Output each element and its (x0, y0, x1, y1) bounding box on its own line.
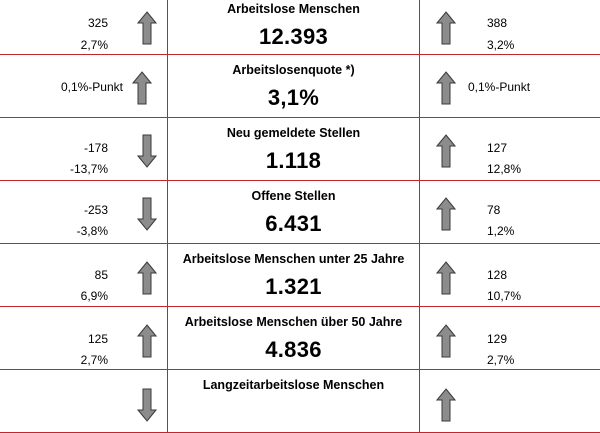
arrow-up-icon (436, 197, 456, 231)
arrow-up-icon (436, 261, 456, 295)
right-change-cell: 127 12,8% (420, 118, 600, 180)
right-change-absolute: 78 (487, 203, 501, 217)
left-change-cell: 0,1%-Punkt (0, 55, 167, 117)
left-change-absolute: -178 (83, 141, 108, 155)
arrow-up-icon (436, 388, 456, 422)
left-change-percent: -13,7% (69, 162, 108, 176)
right-change-percent: 1,2% (487, 224, 515, 238)
left-change-cell: 125 2,7% (0, 307, 167, 369)
right-change-percent: 3,2% (487, 38, 515, 52)
left-change-absolute: -253 (83, 203, 108, 217)
left-change-cell: 325 2,7% (0, 0, 167, 54)
stat-title: Neu gemeldete Stellen (226, 126, 361, 140)
right-change-cell: 129 2,7% (420, 307, 600, 369)
arrow-down-icon (137, 197, 157, 231)
left-change-percent: 6,9% (80, 289, 108, 303)
arrow-up-icon (436, 134, 456, 168)
right-change-absolute: 388 (487, 16, 508, 30)
stat-value: 4.836 (265, 337, 322, 362)
stat-main-cell: Langzeitarbeitslose Menschen (168, 370, 419, 432)
stat-title: Arbeitslose Menschen unter 25 Jahre (182, 252, 405, 266)
right-change-cell: 128 10,7% (420, 244, 600, 306)
stat-main-cell: Arbeitslose Menschen 12.393 (168, 0, 419, 54)
stat-row-arbeitslose: 325 2,7% Arbeitslose Menschen 12.393 388… (0, 0, 600, 55)
right-change-absolute: 128 (487, 268, 508, 282)
stat-title: Arbeitslosenquote *) (232, 63, 355, 77)
arrow-up-icon (137, 324, 157, 358)
stat-main-cell: Arbeitslose Menschen über 50 Jahre 4.836 (168, 307, 419, 369)
arrow-up-icon (436, 324, 456, 358)
stat-row-unter-25: 85 6,9% Arbeitslose Menschen unter 25 Ja… (0, 244, 600, 307)
right-change-cell: 388 3,2% (420, 0, 600, 54)
stat-value: 6.431 (265, 211, 322, 236)
stat-main-cell: Arbeitslose Menschen unter 25 Jahre 1.32… (168, 244, 419, 306)
right-change-percent: 12,8% (487, 162, 522, 176)
arrow-up-icon (436, 71, 456, 105)
stat-title: Langzeitarbeitslose Menschen (202, 378, 385, 392)
left-change-cell: 85 6,9% (0, 244, 167, 306)
stat-value: 1.118 (265, 148, 322, 173)
left-change-absolute: 85 (94, 268, 108, 282)
stat-row-ueber-50: 125 2,7% Arbeitslose Menschen über 50 Ja… (0, 307, 600, 370)
left-change-percent: 2,7% (80, 353, 108, 367)
left-change-percent: -3,8% (76, 224, 108, 238)
left-change-absolute: 0,1%-Punkt (60, 80, 123, 94)
right-change-cell: 78 1,2% (420, 181, 600, 243)
stat-row-langzeit: Langzeitarbeitslose Menschen (0, 370, 600, 433)
stat-value: 12.393 (258, 24, 329, 49)
left-change-cell: -253 -3,8% (0, 181, 167, 243)
stat-main-cell: Offene Stellen 6.431 (168, 181, 419, 243)
arrow-up-icon (436, 11, 456, 45)
right-change-cell: 0,1%-Punkt (420, 55, 600, 117)
stat-title: Arbeitslose Menschen (227, 2, 360, 16)
right-change-cell (420, 370, 600, 432)
arrow-up-icon (132, 71, 152, 105)
right-change-absolute: 129 (487, 332, 508, 346)
stat-title: Arbeitslose Menschen über 50 Jahre (184, 315, 403, 329)
left-change-absolute: 125 (87, 332, 108, 346)
stat-row-quote: 0,1%-Punkt Arbeitslosenquote *) 3,1% 0,1… (0, 55, 600, 118)
left-change-cell: -178 -13,7% (0, 118, 167, 180)
right-change-absolute: 127 (487, 141, 508, 155)
stat-value: 3,1% (267, 85, 320, 110)
right-change-percent: 2,7% (487, 353, 515, 367)
stat-row-neu-stellen: -178 -13,7% Neu gemeldete Stellen 1.118 … (0, 118, 600, 181)
arrow-down-icon (137, 134, 157, 168)
arrow-down-icon (137, 388, 157, 422)
stat-row-offene-stellen: -253 -3,8% Offene Stellen 6.431 78 1,2% (0, 181, 600, 244)
left-change-percent: 2,7% (80, 38, 108, 52)
stat-title: Offene Stellen (251, 189, 336, 203)
left-change-cell (0, 370, 167, 432)
stat-main-cell: Arbeitslosenquote *) 3,1% (168, 55, 419, 117)
right-change-absolute: 0,1%-Punkt (468, 80, 531, 94)
arrow-up-icon (137, 11, 157, 45)
arrow-up-icon (137, 261, 157, 295)
stat-main-cell: Neu gemeldete Stellen 1.118 (168, 118, 419, 180)
stat-value: 1.321 (265, 274, 322, 299)
left-change-absolute: 325 (87, 16, 108, 30)
right-change-percent: 10,7% (487, 289, 522, 303)
